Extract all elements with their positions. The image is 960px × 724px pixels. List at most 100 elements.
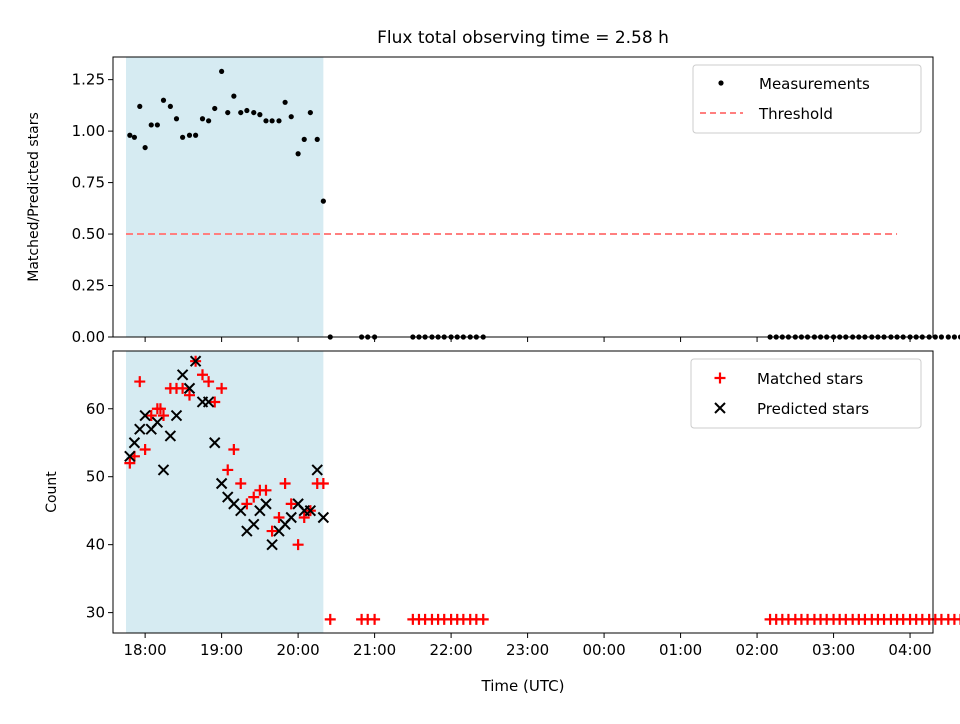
predicted-star-point: [124, 450, 136, 463]
measurement-point: [314, 136, 320, 142]
top-axes-ticks: 0.00 0.25 0.50 0.75 1.00 1.25: [72, 71, 911, 346]
predicted-star-point: [176, 369, 189, 381]
measurement-point: [199, 116, 206, 122]
top-axes-frame: [112, 56, 934, 338]
x-axis-label: Time (UTC): [481, 677, 565, 695]
matched-star-point: [235, 478, 247, 490]
measurement-point: [263, 118, 269, 124]
y-tick-label: 50: [86, 468, 105, 486]
bottom-legend-box: [690, 358, 922, 429]
matched-star-point: [139, 444, 151, 456]
measurement-point: [244, 107, 250, 114]
measurement-point: [193, 132, 199, 138]
matched-star-point: [298, 511, 310, 523]
y-tick-label: 0.50: [72, 225, 105, 243]
measurement-point: [295, 151, 301, 157]
legend-matched-stars-marker: [714, 372, 726, 384]
matched-star-point: [203, 376, 215, 388]
measurement-point: [288, 114, 294, 120]
measurement-point: [186, 132, 193, 138]
top-y-axis-label: Matched/Predicted stars: [26, 112, 42, 282]
y-tick-label: 0.00: [72, 328, 105, 346]
x-tick-label: 21:00: [353, 641, 396, 659]
measurement-point: [938, 334, 945, 340]
bottom-axes-ticks: 30 40 50 60 18:00 19:00 20:00 21:00 22:00 23:00 00…: [86, 400, 932, 659]
top-legend-box: [692, 64, 922, 134]
matched-star-point: [477, 613, 489, 625]
legend-threshold-label: Threshold: [758, 105, 833, 123]
measurement-point: [225, 109, 231, 116]
matched-star-point: [222, 464, 234, 476]
chart-title: Flux total observing time = 2.58 h: [377, 28, 669, 48]
predicted-star-point: [134, 423, 146, 435]
matched-star-point: [266, 525, 278, 537]
predicted-star-point: [209, 437, 221, 449]
matched-star-point: [124, 457, 136, 469]
matched-star-point: [260, 484, 272, 496]
x-tick-label: 00:00: [582, 641, 625, 659]
predicted-star-point: [151, 416, 164, 429]
predicted-star-point: [164, 430, 177, 442]
measurement-point: [167, 103, 173, 110]
measurement-point: [251, 109, 257, 116]
y-tick-label: 1.00: [72, 122, 105, 140]
predicted-star-point: [248, 518, 260, 530]
bottom-panel: 30 40 50 60 18:00 19:00 20:00 21:00 22:00 23:00 00…: [44, 350, 960, 695]
x-tick-label: 18:00: [124, 641, 167, 659]
matched-star-point: [324, 613, 336, 625]
x-tick-label: 02:00: [735, 641, 778, 659]
predicted-star-point: [139, 409, 151, 422]
predicted-star-point: [260, 498, 272, 510]
measurement-point: [257, 112, 263, 118]
matched-star-point: [279, 478, 291, 490]
predicted-star-point: [317, 511, 330, 524]
matched-star-point: [209, 396, 221, 408]
matched-star-point: [154, 403, 166, 415]
measurement-point: [957, 334, 960, 340]
measurement-point: [301, 136, 307, 142]
legend-measurements-label: Measurements: [759, 75, 870, 93]
predicted-star-point: [311, 464, 323, 476]
measurement-point: [173, 116, 180, 122]
bottom-axes-frame: [112, 350, 934, 634]
predicted-star-point: [183, 382, 196, 395]
measurement-point: [320, 198, 326, 204]
bottom-y-axis-label: Count: [44, 471, 60, 513]
predicted-star-point: [215, 477, 228, 490]
matched-star-point: [241, 498, 253, 510]
matched-star-point: [196, 369, 208, 381]
measurement-point: [269, 118, 275, 124]
y-tick-label: 40: [86, 536, 105, 554]
matched-star-point: [292, 539, 304, 551]
predicted-star-point: [189, 355, 202, 367]
legend-measurements-marker: [718, 80, 724, 86]
matched-star-point: [177, 382, 189, 394]
measurement-point: [212, 105, 218, 112]
y-tick-label: 1.25: [72, 71, 105, 89]
measurement-point: [127, 132, 133, 138]
predicted-star-point: [128, 437, 141, 449]
measurement-point: [154, 122, 160, 128]
x-tick-label: 01:00: [659, 641, 702, 659]
matched-star-point: [183, 389, 195, 401]
x-tick-label: 22:00: [429, 641, 472, 659]
matched-star-point: [955, 613, 960, 625]
matched-star-point: [248, 491, 260, 503]
predicted-star-point: [157, 464, 170, 476]
y-tick-label: 0.25: [72, 277, 105, 295]
top-observing-window-shade: [126, 57, 324, 337]
legend-predicted-stars-marker: [714, 402, 726, 414]
legend-matched-stars-label: Matched stars: [757, 370, 863, 388]
matched-star-point: [157, 410, 169, 422]
measurement-point: [282, 99, 288, 105]
measurement-point: [142, 144, 148, 151]
measurement-point: [945, 334, 951, 340]
top-panel: 0.00 0.25 0.50 0.75 1.00 1.25 Flux total obse…: [26, 28, 960, 346]
matched-star-point: [285, 498, 297, 510]
measurement-point: [932, 334, 938, 340]
top-legend: Measurements Threshold: [692, 64, 922, 134]
measurement-point: [238, 109, 244, 116]
measurement-point: [137, 103, 143, 110]
